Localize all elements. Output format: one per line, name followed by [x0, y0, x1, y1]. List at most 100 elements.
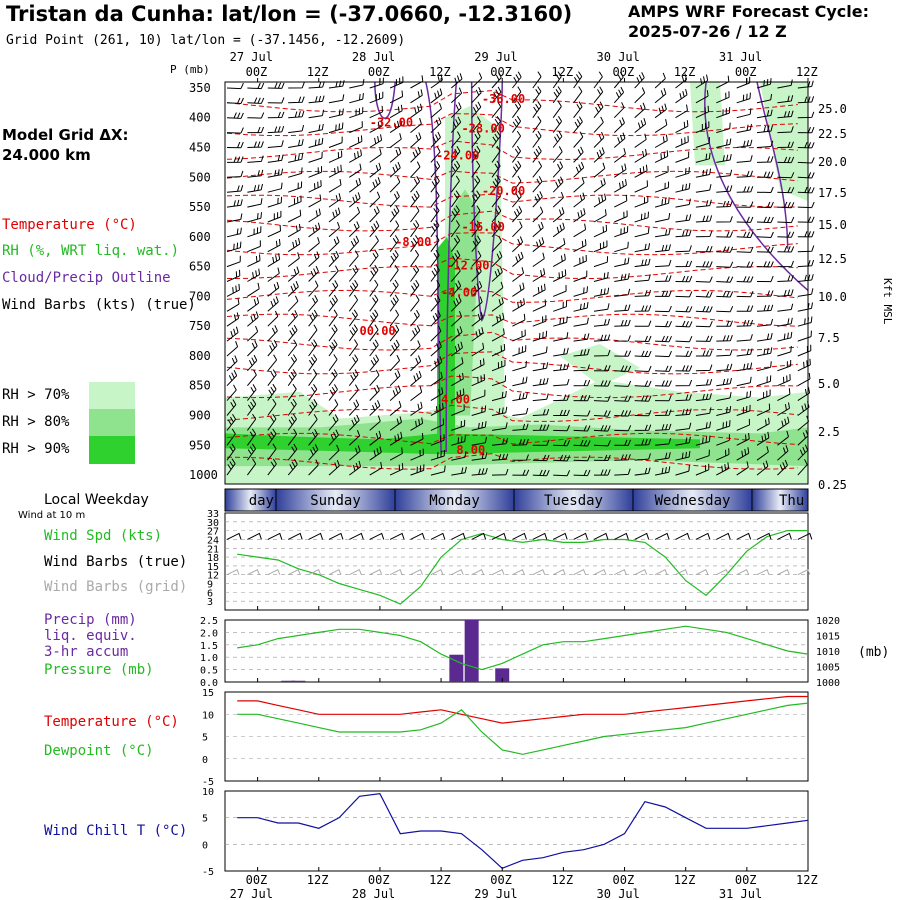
- wind-barb: [797, 245, 815, 253]
- wind-barb: [267, 339, 278, 357]
- wind-barb: [267, 383, 277, 401]
- wind-barb-true: [654, 532, 670, 540]
- wind-barb: [288, 82, 305, 89]
- wind-barb: [573, 364, 590, 372]
- wind-barb: [287, 295, 299, 312]
- wind-barb: [756, 290, 774, 297]
- wind-barb: [736, 170, 753, 178]
- temperature-contour: [226, 232, 798, 256]
- wind-barb: [471, 421, 487, 431]
- kft-tick-label: 12.5: [818, 252, 847, 266]
- wind-barb: [471, 436, 487, 446]
- top-time-tick: 12Z: [551, 65, 573, 79]
- pressure-tick-label: 1000: [189, 468, 218, 482]
- kft-tick-label: 22.5: [818, 127, 847, 141]
- wind-barb-true: [552, 532, 568, 540]
- wind-barb: [308, 194, 322, 208]
- wind-barb: [308, 309, 318, 327]
- wind-barb: [675, 379, 693, 387]
- wind-speed-panel: [224, 512, 809, 611]
- dewpoint-label: Dewpoint (°C): [44, 743, 154, 759]
- bottom-time-tick: 00Z: [246, 873, 268, 887]
- wind-barb: [247, 155, 264, 163]
- wind-barb-grid: [654, 569, 668, 576]
- wind-barb: [593, 240, 608, 253]
- wind-barb: [267, 413, 277, 431]
- wind-barb: [369, 148, 382, 163]
- forecast-cycle-label: AMPS WRF Forecast Cycle:: [628, 2, 870, 21]
- wind-speed-tick: 24: [207, 535, 219, 546]
- chart-title: Tristan da Cunha: lat/lon = (-37.0660, -…: [6, 2, 573, 26]
- wind-barb: [654, 150, 669, 163]
- wind-barb: [369, 206, 380, 223]
- wind-barb: [593, 440, 611, 447]
- top-time-tick: 00Z: [368, 65, 390, 79]
- kft-tick-label: 7.5: [818, 331, 840, 345]
- wind-barb: [512, 160, 522, 178]
- wind-barb: [369, 309, 379, 327]
- wind-barb: [532, 86, 542, 104]
- temperature-contour-label: -32.00: [370, 116, 413, 130]
- wind-barb: [308, 180, 322, 193]
- temperature-contour: [226, 351, 798, 375]
- wind-barb: [348, 294, 359, 312]
- wind-barb: [450, 310, 463, 327]
- wind-barb: [430, 88, 443, 104]
- wind-barb: [410, 432, 424, 446]
- wind-barb: [573, 254, 587, 268]
- wind-barb: [777, 459, 788, 476]
- wind-barb: [675, 151, 690, 163]
- wind-barb: [369, 294, 379, 312]
- wind-barb: [450, 220, 460, 238]
- wind-barb: [593, 271, 609, 282]
- wind-barb-grid: [532, 569, 546, 576]
- wind-barb: [410, 417, 424, 431]
- wind-barb-grid: [593, 569, 607, 576]
- wind-barb: [328, 444, 340, 461]
- wind-barb: [695, 215, 713, 223]
- bottom-date-label: 31 Jul: [719, 887, 762, 900]
- wind-barb: [430, 190, 440, 208]
- weekday-label: Tuesday: [544, 493, 603, 509]
- wind-barb: [736, 404, 751, 416]
- wind-barb: [757, 171, 774, 178]
- wind-barb: [777, 275, 794, 282]
- wind-barb: [410, 161, 421, 178]
- wind-barb: [716, 434, 730, 446]
- wind-barb: [573, 146, 584, 163]
- wind-barb: [675, 465, 690, 476]
- precip-bar: [291, 680, 306, 682]
- wind-barb: [695, 449, 710, 461]
- wind-barb-grid: [634, 569, 648, 576]
- wind-barb: [328, 309, 338, 327]
- wind-barb: [246, 443, 257, 461]
- kft-tick-label: 2.5: [818, 425, 840, 439]
- wind-barb: [756, 347, 773, 357]
- wind-barb: [613, 117, 625, 133]
- wind-barb: [614, 425, 632, 432]
- wind-barb: [634, 149, 648, 163]
- wind-barb: [226, 199, 243, 208]
- wind-barb: [389, 133, 402, 148]
- wind-barb: [247, 240, 261, 253]
- wind-barb: [348, 192, 361, 208]
- wind-barb: [450, 265, 461, 282]
- wind-barb: [328, 265, 339, 282]
- wind-barb: [410, 132, 422, 148]
- temp-tick: 5: [202, 733, 208, 744]
- pressure-tick-label: 700: [189, 289, 211, 303]
- wind-barb: [512, 376, 528, 387]
- pressure-tick-label: 600: [189, 230, 211, 244]
- wind-barb: [695, 291, 713, 298]
- wind-barb-grid: [226, 569, 240, 576]
- wind-barb: [226, 399, 237, 416]
- precip-bar: [281, 680, 296, 682]
- wind-barb: [655, 259, 672, 268]
- wind-barb: [267, 126, 285, 134]
- wind-barb: [511, 101, 522, 118]
- wind-barb: [654, 165, 669, 178]
- wind-barb: [287, 413, 297, 431]
- legend-temperature: Temperature (°C): [2, 217, 137, 233]
- wind-barb: [736, 334, 753, 342]
- wind-barb-true: [247, 532, 262, 540]
